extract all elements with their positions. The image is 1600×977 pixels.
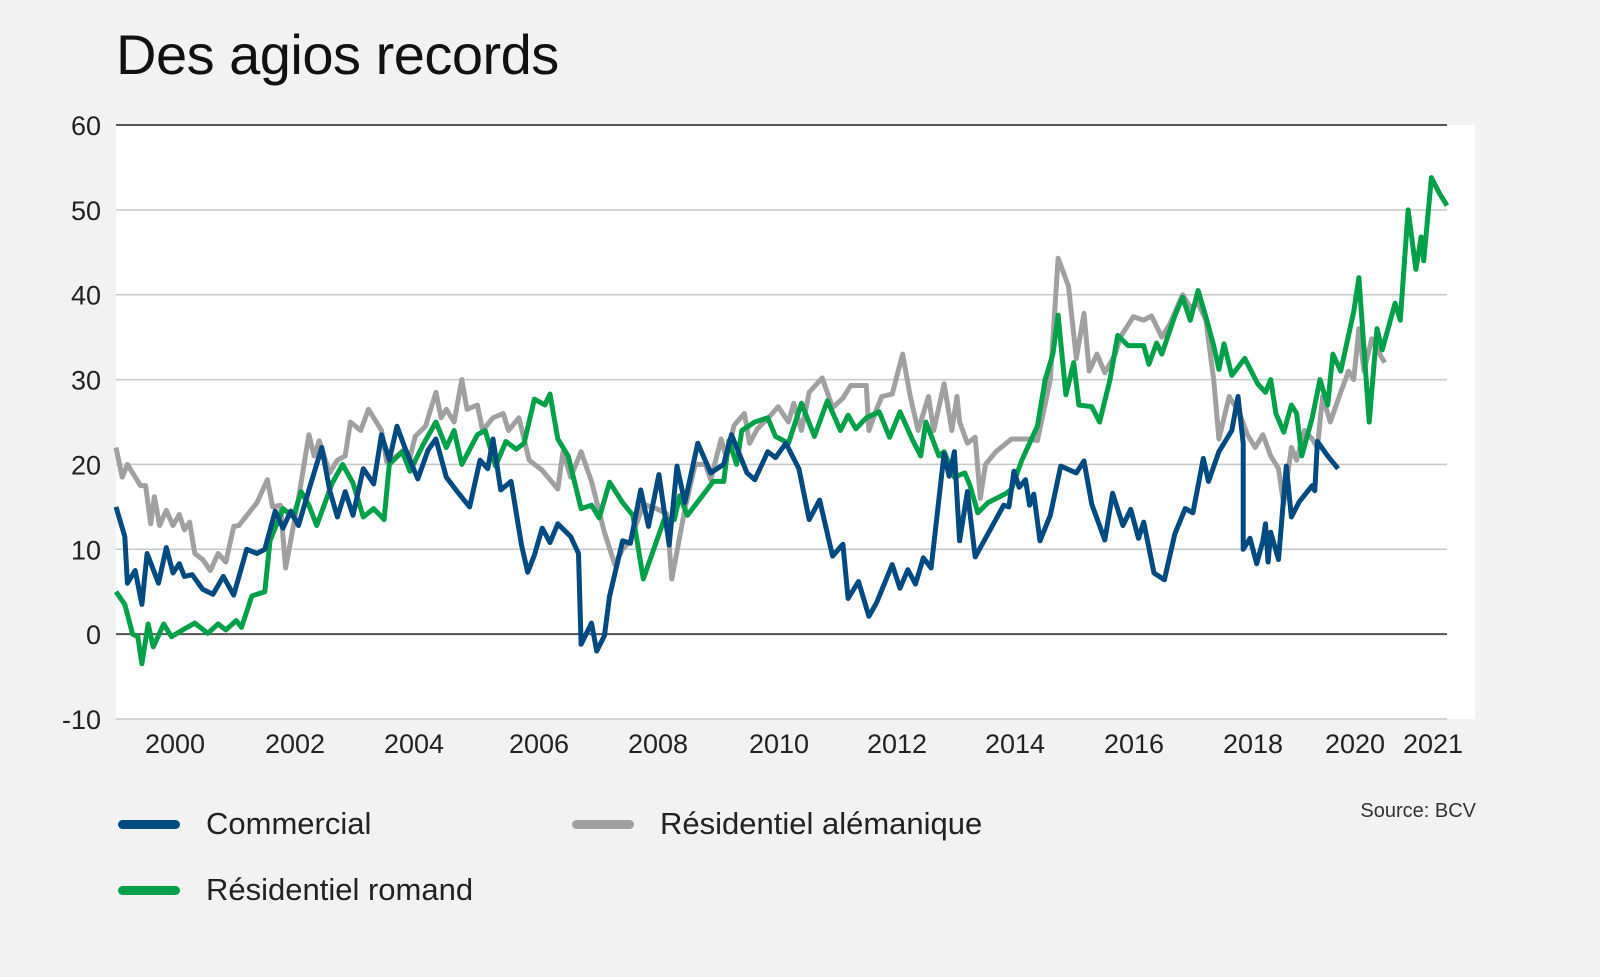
- x-tick-label: 2002: [265, 729, 325, 759]
- legend-swatch-residentiel-alemanique: [572, 819, 634, 829]
- x-tick-label: 2010: [749, 729, 809, 759]
- x-tick-label: 2004: [384, 729, 444, 759]
- x-tick-label: 2006: [509, 729, 569, 759]
- x-tick-label: 2008: [628, 729, 688, 759]
- legend-label: Résidentiel alémanique: [660, 806, 983, 841]
- series-line-r-sidentiel-al-manique: [113, 255, 1387, 582]
- y-tick-label: 30: [71, 366, 101, 396]
- legend-swatch-residentiel-romand: [118, 885, 180, 895]
- y-tick-label: 20: [71, 450, 101, 480]
- source-note: Source: BCV: [1360, 800, 1476, 822]
- y-tick-label: 40: [71, 281, 101, 311]
- x-tick-label: 2021: [1403, 729, 1463, 759]
- y-tick-label: 10: [71, 535, 101, 565]
- chart-title: Des agios records: [116, 23, 559, 86]
- legend-label: Commercial: [206, 806, 372, 841]
- x-tick-label: 2014: [985, 729, 1045, 759]
- x-tick-label: 2000: [145, 729, 205, 759]
- series-line-commercial: [113, 394, 1341, 654]
- legend-label: Résidentiel romand: [206, 872, 474, 907]
- y-tick-label: -10: [62, 705, 101, 735]
- x-tick-label: 2018: [1223, 729, 1283, 759]
- y-tick-label: 60: [71, 111, 101, 141]
- legend-swatch-commercial: [118, 819, 180, 829]
- y-tick-label: 50: [71, 196, 101, 226]
- legend-item-residentiel-romand: Résidentiel romand: [118, 872, 473, 908]
- y-tick-label: 0: [86, 620, 101, 650]
- x-tick-label: 2016: [1104, 729, 1164, 759]
- x-tick-label: 2012: [867, 729, 927, 759]
- legend-item-residentiel-alemanique: Résidentiel alémanique: [572, 806, 982, 842]
- series-line-r-sidentiel-romand: [113, 175, 1450, 667]
- x-tick-label: 2020: [1325, 729, 1385, 759]
- legend-item-commercial: Commercial: [118, 806, 371, 842]
